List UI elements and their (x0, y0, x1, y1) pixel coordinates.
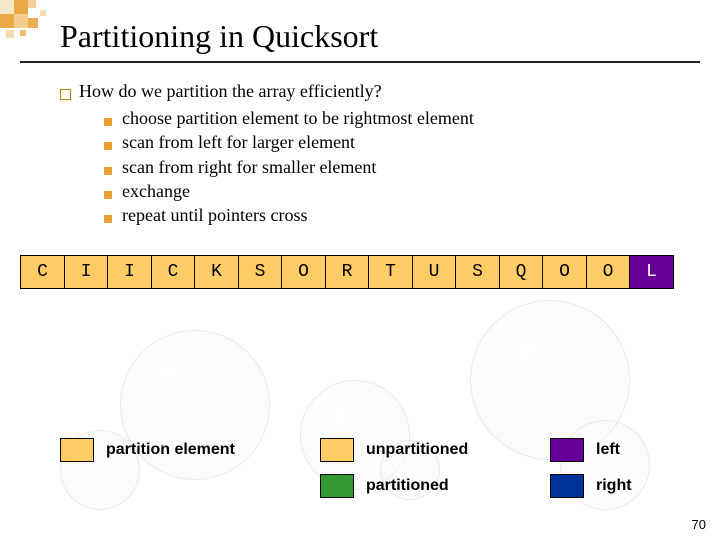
array-visualization: CIICKSORTUSQOOL (20, 255, 700, 289)
lead-text: How do we partition the array efficientl… (79, 81, 382, 102)
array-cell: O (586, 255, 631, 289)
legend-swatch-partitioned (320, 474, 354, 498)
bubble-decoration (470, 300, 630, 460)
array-cell: S (238, 255, 283, 289)
legend-label-left: left (596, 441, 620, 459)
bullet-item: exchange (104, 179, 680, 203)
deco-square (28, 18, 38, 28)
legend-swatch-right (550, 474, 584, 498)
bullet-item: scan from left for larger element (104, 130, 680, 154)
legend: partition element unpartitioned left par… (60, 438, 680, 510)
deco-square (6, 30, 14, 38)
content-area: How do we partition the array efficientl… (0, 81, 720, 227)
bullet-text: scan from left for larger element (122, 130, 355, 154)
filled-square-icon (104, 167, 112, 175)
filled-square-icon (104, 142, 112, 150)
array-cell: O (542, 255, 587, 289)
array-cell: I (107, 255, 152, 289)
deco-square (14, 14, 28, 28)
legend-label-unpartitioned: unpartitioned (366, 441, 468, 459)
array-cell: O (281, 255, 326, 289)
array-cell: K (194, 255, 239, 289)
legend-swatch-partition-element (60, 438, 94, 462)
deco-square (0, 0, 14, 14)
legend-swatch-left (550, 438, 584, 462)
filled-square-icon (104, 191, 112, 199)
array-cell: C (151, 255, 196, 289)
bullet-text: choose partition element to be rightmost… (122, 106, 474, 130)
deco-square (0, 14, 14, 28)
array-cell: S (455, 255, 500, 289)
lead-line: How do we partition the array efficientl… (60, 81, 680, 102)
array-cell: U (412, 255, 457, 289)
filled-square-icon (104, 118, 112, 126)
legend-label-partition-element: partition element (106, 441, 235, 459)
bullet-item: repeat until pointers cross (104, 203, 680, 227)
array-cell: I (64, 255, 109, 289)
page-number: 70 (692, 517, 706, 532)
filled-square-icon (104, 215, 112, 223)
deco-square (20, 30, 26, 36)
bullet-item: scan from right for smaller element (104, 155, 680, 179)
array-cell: C (20, 255, 65, 289)
bullet-text: scan from right for smaller element (122, 155, 376, 179)
legend-row-1: partition element unpartitioned left (60, 438, 680, 462)
bullet-item: choose partition element to be rightmost… (104, 106, 680, 130)
array-cell: L (629, 255, 674, 289)
array-cell: R (325, 255, 370, 289)
corner-decoration (0, 0, 60, 45)
legend-label-partitioned: partitioned (366, 477, 449, 495)
legend-label-right: right (596, 477, 632, 495)
array-cell: Q (499, 255, 544, 289)
legend-row-2: partitioned right (60, 474, 680, 498)
legend-swatch-unpartitioned (320, 438, 354, 462)
bullet-text: repeat until pointers cross (122, 203, 307, 227)
deco-square (28, 0, 36, 8)
bullet-text: exchange (122, 179, 190, 203)
bullet-list: choose partition element to be rightmost… (60, 106, 680, 227)
hollow-square-icon (60, 89, 71, 100)
title-bar: Partitioning in Quicksort (20, 0, 700, 63)
page-title: Partitioning in Quicksort (60, 18, 700, 55)
deco-square (14, 0, 28, 14)
deco-square (40, 10, 46, 16)
array-cell: T (368, 255, 413, 289)
